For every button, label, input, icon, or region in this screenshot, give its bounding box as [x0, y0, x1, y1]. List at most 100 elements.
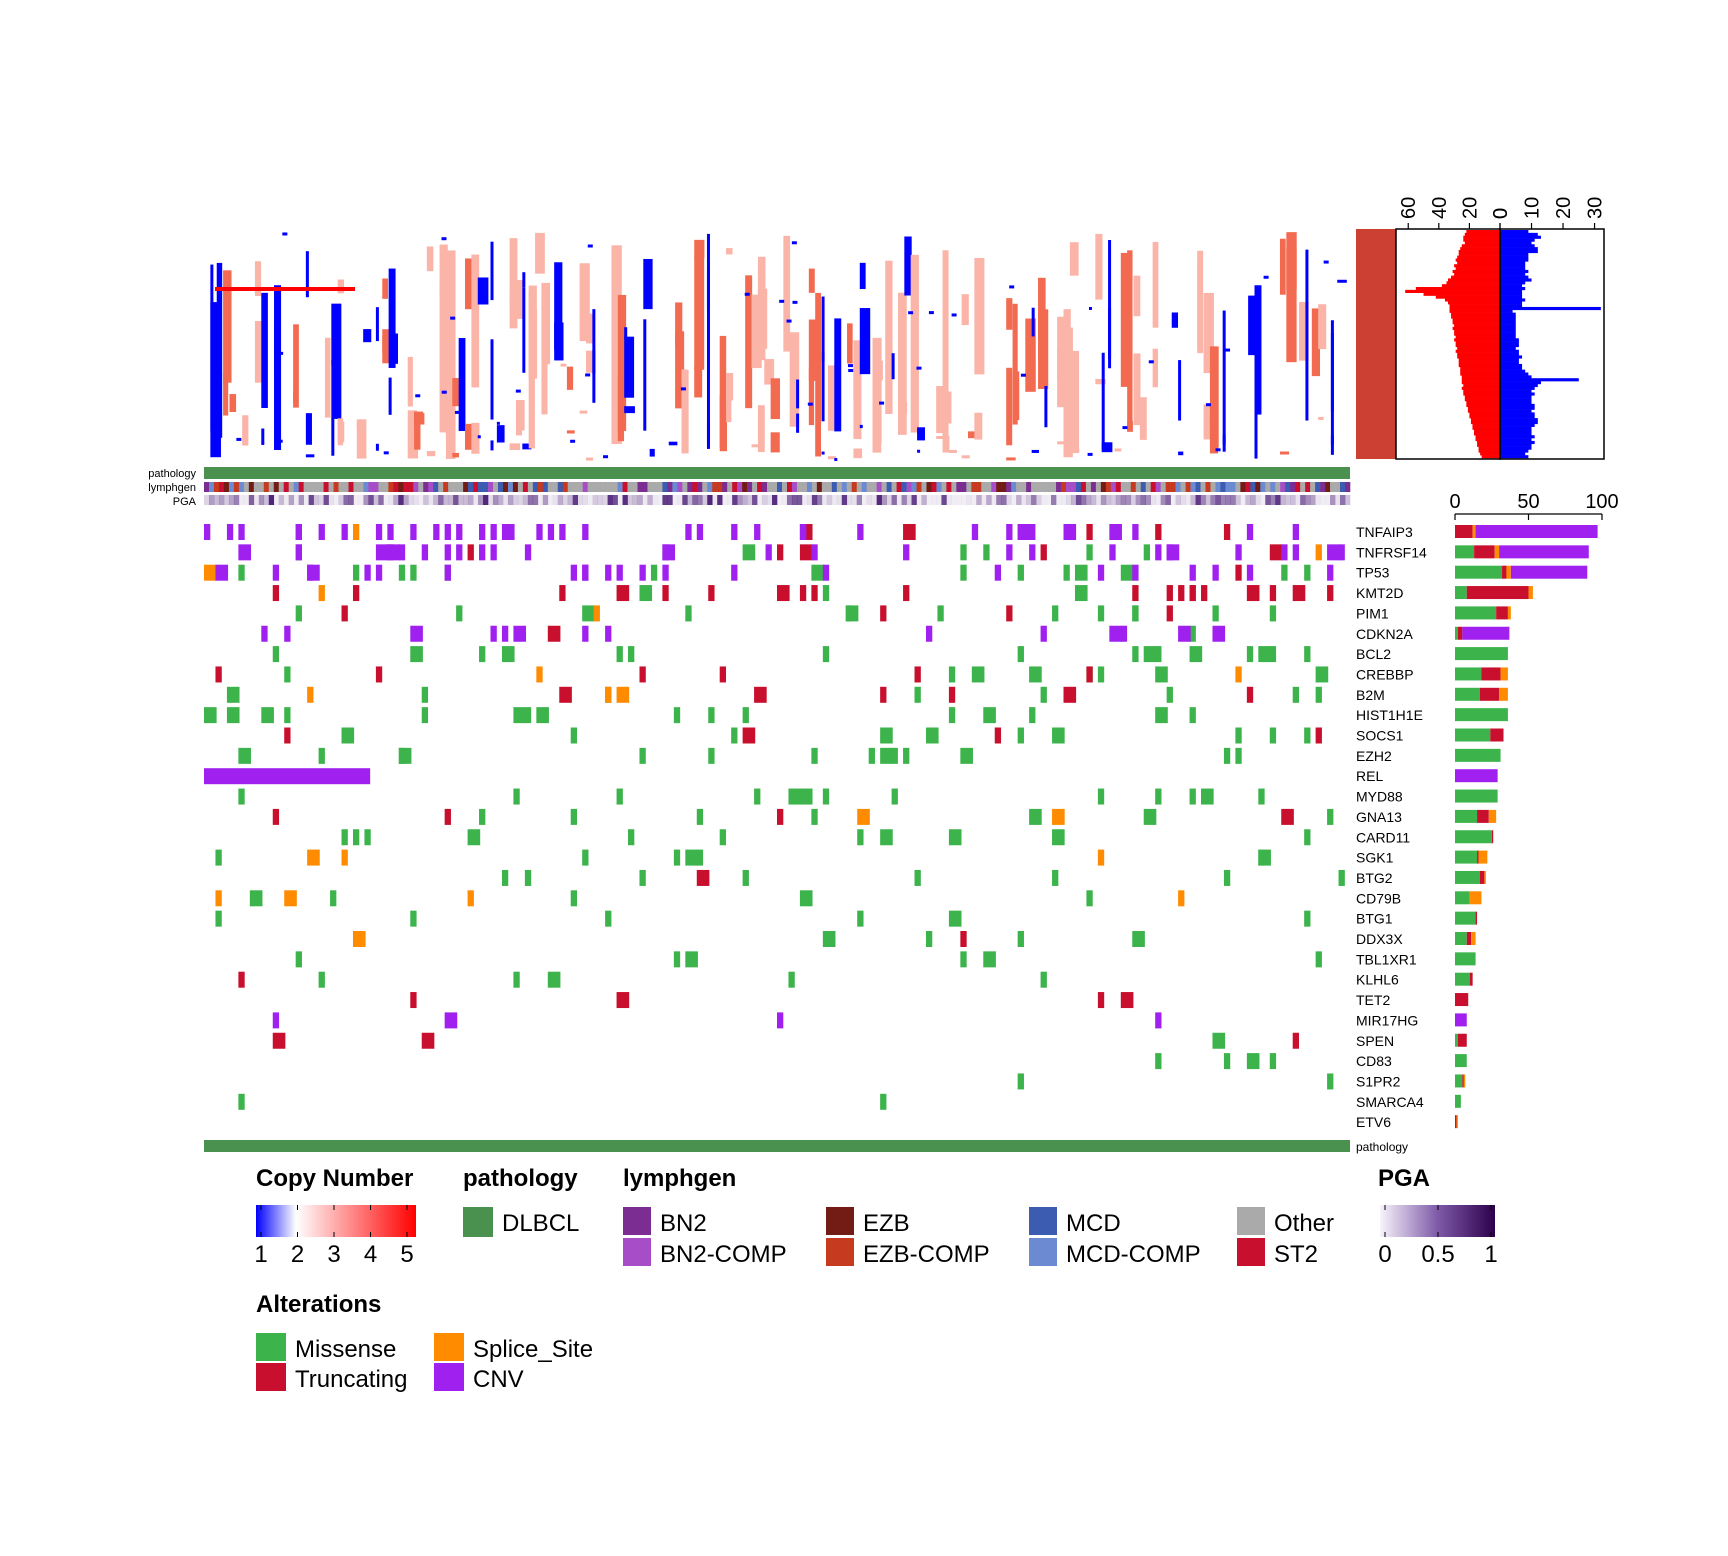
lymphgen-cell [348, 482, 354, 492]
lymphgen-cell [1265, 482, 1271, 492]
cnv-loss-bar [1500, 329, 1516, 333]
cnv-loss-bar [1500, 401, 1532, 405]
frequency-bar-segment [1471, 932, 1476, 945]
copy-number-segment [1133, 353, 1141, 426]
copy-number-segment [942, 391, 952, 424]
copy-number-segment [1263, 275, 1269, 279]
cnv-gain-bar [1458, 363, 1500, 368]
legend-swatch-alteration [434, 1333, 464, 1361]
alteration-cell [479, 524, 486, 540]
alteration-cell [822, 564, 830, 581]
alteration-cell [1063, 686, 1077, 703]
lymphgen-cell [453, 482, 459, 492]
pga-cell [423, 495, 429, 505]
frequency-bar-segment [1472, 525, 1476, 538]
lymphgen-cell [846, 482, 853, 492]
cnv-loss-bar [1500, 324, 1516, 328]
pga-tick-label: 0.5 [1421, 1241, 1454, 1268]
pga-cell [418, 495, 424, 505]
pga-cell [552, 495, 559, 505]
alteration-cell [742, 727, 756, 744]
copy-number-segment [382, 329, 392, 364]
lymphgen-cell [816, 482, 823, 492]
lymphgen-cell [532, 482, 539, 492]
frequency-bar-segment [1455, 952, 1476, 966]
cnv-gain-bar [1467, 406, 1500, 410]
lymphgen-cell [607, 482, 613, 492]
alteration-cell [352, 829, 360, 846]
cnv-gain-bars [1405, 230, 1500, 459]
pga-cell [791, 495, 798, 505]
copy-number-segment [254, 320, 266, 383]
cnv-gain-bar [1466, 230, 1500, 234]
copy-number-tick-label: 1 [254, 1241, 267, 1268]
alteration-cell [673, 951, 681, 968]
lymphgen-cell [1335, 482, 1341, 492]
lymphgen-cell [1160, 482, 1166, 492]
lymphgen-cell [1061, 482, 1067, 492]
gene-label: CD79B [1356, 890, 1401, 906]
copy-number-segment [917, 449, 921, 453]
pga-cell [821, 495, 828, 505]
alteration-cell [754, 686, 767, 703]
pga-cell [1345, 495, 1351, 505]
pga-cell [318, 495, 324, 505]
alteration-cell [547, 625, 561, 642]
alteration-cell [295, 951, 302, 968]
copy-number-segment [1330, 333, 1334, 412]
pga-cell [816, 495, 823, 505]
cnv-loss-bar [1500, 361, 1519, 365]
gene-label: REL [1356, 768, 1383, 784]
pga-cell [916, 495, 922, 505]
copy-number-segment [726, 373, 734, 401]
alteration-cell [639, 747, 646, 764]
pga-cell [1051, 495, 1057, 505]
pga-cell [1110, 495, 1117, 505]
lymphgen-cell [283, 482, 289, 492]
pga-cell [622, 495, 628, 505]
lymphgen-cell [1105, 482, 1112, 492]
copy-number-segment [1225, 348, 1231, 352]
lymphgen-cell [592, 482, 598, 492]
copy-number-segment [452, 452, 460, 458]
lymphgen-cell [991, 482, 997, 492]
alteration-cell [971, 524, 979, 540]
cnv-loss-bar [1500, 289, 1523, 293]
alteration-cell [891, 747, 898, 764]
copy-number-segment [1305, 249, 1309, 421]
alteration-cell [1166, 544, 1173, 561]
pga-cell [1120, 495, 1127, 505]
pga-cell [308, 495, 314, 505]
frequency-bar-segment [1455, 708, 1508, 722]
copy-number-tick-label: 3 [327, 1241, 340, 1268]
alteration-cell [1292, 585, 1306, 602]
alteration-cell [513, 971, 520, 988]
cnv-loss-bar [1500, 344, 1519, 348]
lymphgen-cell [273, 482, 280, 492]
alteration-cell [799, 544, 813, 561]
lymphgen-cell [1140, 482, 1147, 492]
cnv-loss-bar [1500, 378, 1579, 382]
copy-number-segment [779, 299, 785, 303]
pga-cell [1235, 495, 1241, 505]
copy-number-segment [948, 449, 957, 453]
cnv-gain-bar [1458, 361, 1500, 365]
alteration-cell [501, 869, 509, 886]
cnv-gain-bar [1457, 255, 1500, 259]
alteration-cell [1315, 951, 1322, 968]
copy-number-segment [694, 239, 705, 259]
cnv-loss-bar [1500, 452, 1526, 456]
alteration-cell [1246, 686, 1254, 703]
copy-number-segment [617, 376, 625, 442]
pga-cell [1160, 495, 1166, 505]
pga-cell [617, 495, 623, 505]
alteration-cell [1155, 788, 1162, 805]
pga-cell [911, 495, 917, 505]
alteration-cell [1201, 585, 1208, 602]
lymphgen-cell [1120, 482, 1127, 492]
copy-number-segment [415, 394, 421, 398]
alteration-cell [983, 707, 996, 724]
alteration-cell [1338, 869, 1345, 886]
alteration-cell [1201, 788, 1214, 805]
lymphgen-cell [473, 482, 479, 492]
